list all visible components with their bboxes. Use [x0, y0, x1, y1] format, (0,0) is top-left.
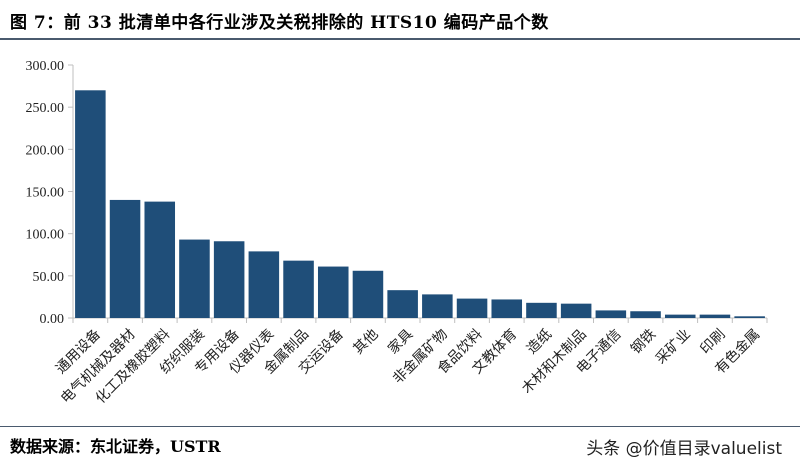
footer-divider [0, 426, 800, 427]
x-tick-label: 其他 [350, 326, 381, 357]
watermark: 头条 @价值目录valuelist [586, 439, 782, 459]
y-tick-label: 150.00 [26, 186, 65, 201]
bar [491, 299, 523, 318]
bar [734, 316, 765, 318]
bar [664, 314, 696, 318]
bar [213, 241, 245, 318]
x-tick-label: 造纸 [524, 326, 555, 357]
y-tick-label: 300.00 [26, 59, 65, 74]
x-tick-label: 采矿业 [653, 326, 694, 367]
bar [75, 90, 106, 318]
y-tick-label: 200.00 [26, 143, 65, 158]
bar [630, 311, 661, 318]
bar [352, 270, 384, 318]
bar [422, 294, 453, 318]
bar [699, 314, 731, 318]
bar [456, 298, 488, 318]
y-axis: 0.00 50.00 100.00 150.00 200.00 250.00 300.00 [26, 59, 768, 327]
y-tick-label: 50.00 [33, 270, 65, 285]
y-tick-label: 0.00 [40, 312, 65, 327]
x-tick-label: 钢铁 [628, 326, 659, 357]
bar [179, 239, 210, 318]
bar-chart: 0.0050.00100.00150.00200.00250.00300.00 … [26, 59, 768, 407]
bars [75, 90, 765, 318]
x-tick-label: 印刷 [697, 326, 728, 357]
bar [595, 310, 627, 318]
y-tick-label: 100.00 [26, 228, 65, 243]
bar [109, 199, 141, 318]
bar [560, 303, 592, 318]
bar [387, 290, 418, 318]
bar [283, 260, 314, 318]
chart-title: 图 7：前 33 批清单中各行业涉及关税排除的 HTS10 编码产品个数 [10, 13, 549, 33]
title-bar: 图 7：前 33 批清单中各行业涉及关税排除的 HTS10 编码产品个数 [0, 0, 800, 40]
x-tick-label: 家具 [384, 326, 416, 358]
bar [248, 251, 280, 318]
y-tick-label: 250.00 [26, 101, 65, 116]
bar [526, 302, 557, 318]
bar [144, 201, 176, 318]
source-note: 数据来源：东北证券，USTR [10, 437, 221, 456]
bar [317, 266, 349, 318]
